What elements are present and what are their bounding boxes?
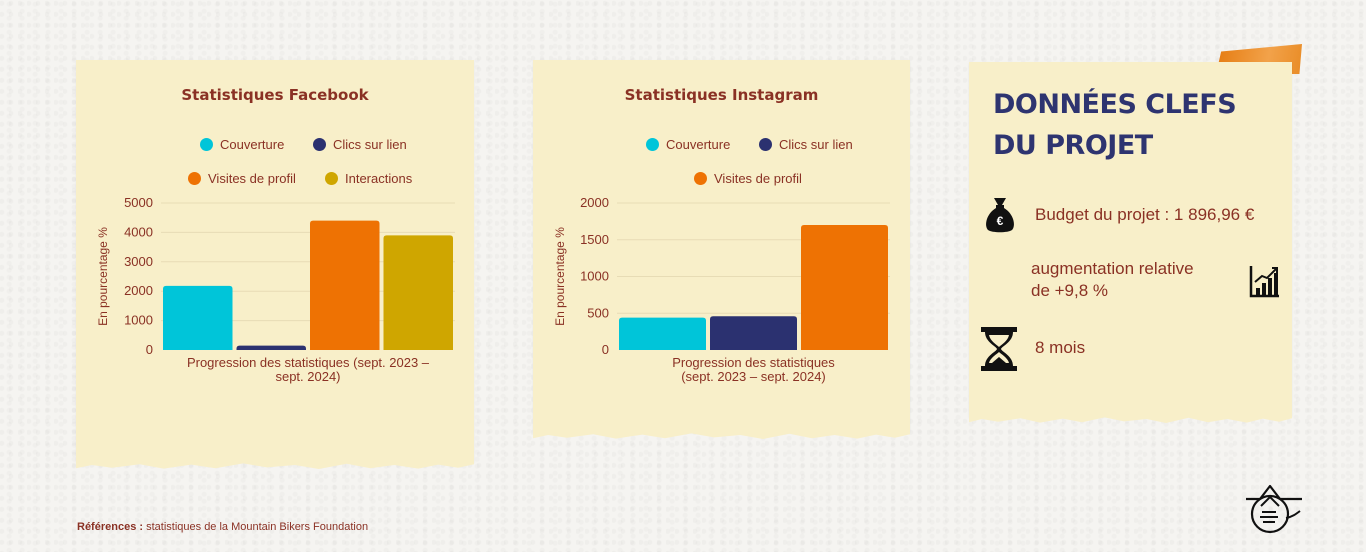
y-tick-label: 500 bbox=[587, 305, 609, 320]
legend-label: Visites de profil bbox=[714, 171, 802, 186]
legend-swatch bbox=[694, 172, 707, 185]
bar-interactions bbox=[383, 235, 453, 350]
mountain-logo-icon bbox=[1246, 484, 1302, 534]
legend-swatch bbox=[313, 138, 326, 151]
y-tick-label: 0 bbox=[602, 342, 609, 357]
legend-item: Visites de profil bbox=[694, 171, 802, 186]
bar-clics-sur-lien bbox=[710, 316, 797, 350]
key-facts-title-line2: DU PROJET bbox=[993, 130, 1153, 161]
legend-item: Interactions bbox=[325, 171, 412, 186]
references-text: statistiques de la Mountain Bikers Found… bbox=[146, 521, 369, 533]
y-axis-label: En pourcentage % bbox=[96, 227, 110, 326]
legend-label: Clics sur lien bbox=[779, 137, 853, 152]
chart-title: Statistiques Facebook bbox=[181, 86, 369, 104]
y-axis-label: En pourcentage % bbox=[553, 227, 567, 326]
legend-label: Visites de profil bbox=[208, 171, 296, 186]
legend-item: Couverture bbox=[646, 137, 730, 152]
y-tick-label: 2000 bbox=[124, 283, 153, 298]
y-tick-label: 0 bbox=[146, 342, 153, 357]
bar-clics-sur-lien bbox=[236, 345, 306, 350]
y-tick-label: 4000 bbox=[124, 224, 153, 239]
growth-chart-icon bbox=[1249, 266, 1279, 298]
legend-swatch bbox=[759, 138, 772, 151]
legend-swatch bbox=[325, 172, 338, 185]
legend-swatch bbox=[188, 172, 201, 185]
x-axis-label: (sept. 2023 – sept. 2024) bbox=[681, 369, 826, 384]
money-bag-euro-icon: € bbox=[986, 198, 1014, 233]
legend-item: Clics sur lien bbox=[759, 137, 853, 152]
increase-line1: augmentation relative bbox=[1031, 259, 1194, 278]
bar-couverture bbox=[163, 285, 233, 350]
key-facts-card: DONNÉES CLEFS DU PROJET € Budget du proj… bbox=[969, 62, 1292, 416]
legend-item: Clics sur lien bbox=[313, 137, 407, 152]
legend-swatch bbox=[200, 138, 213, 151]
facebook-stats-card: Statistiques Facebook Couverture Clics s… bbox=[76, 60, 474, 462]
y-tick-label: 1000 bbox=[580, 269, 609, 284]
budget-text: Budget du projet : 1 896,96 € bbox=[1035, 205, 1255, 224]
x-axis-label: sept. 2024) bbox=[275, 369, 340, 384]
bar-visites-de-profil bbox=[310, 220, 380, 350]
y-tick-label: 1000 bbox=[124, 313, 153, 328]
y-tick-label: 1500 bbox=[580, 232, 609, 247]
legend-label: Interactions bbox=[345, 171, 413, 186]
legend-label: Couverture bbox=[666, 137, 731, 152]
increase-line2: de +9,8 % bbox=[1031, 281, 1109, 300]
legend-label: Clics sur lien bbox=[333, 137, 407, 152]
legend-swatch bbox=[646, 138, 659, 151]
chart-title: Statistiques Instagram bbox=[624, 86, 819, 104]
bar-visites-de-profil bbox=[801, 225, 888, 350]
duration-text: 8 mois bbox=[1035, 338, 1086, 357]
instagram-stats-card: Statistiques Instagram Couverture Clics … bbox=[533, 60, 910, 432]
y-tick-label: 3000 bbox=[124, 254, 153, 269]
increase-text: augmentation relative de +9,8 % bbox=[1031, 258, 1194, 302]
y-tick-label: 5000 bbox=[124, 195, 153, 210]
references: Références : statistiques de la Mountain… bbox=[77, 521, 368, 533]
facebook-bar-chart: 0 1000 2000 3000 4000 5000 En pourcentage % Pro… bbox=[96, 195, 455, 384]
hourglass-icon bbox=[981, 327, 1017, 371]
legend-item: Visites de profil bbox=[188, 171, 296, 186]
legend-label: Couverture bbox=[220, 137, 285, 152]
bar-couverture bbox=[619, 317, 706, 350]
instagram-bar-chart: 0 500 1000 1500 2000 En pourcentage % Progress… bbox=[553, 195, 890, 384]
y-tick-label: 2000 bbox=[580, 195, 609, 210]
x-axis-label: Progression des statistiques bbox=[672, 355, 835, 370]
legend-item: Couverture bbox=[200, 137, 284, 152]
key-facts-title: DONNÉES CLEFS DU PROJET bbox=[993, 84, 1237, 166]
x-axis-label: Progression des statistiques (sept. 2023… bbox=[187, 355, 430, 370]
references-label: Références : bbox=[77, 521, 144, 533]
svg-text:€: € bbox=[997, 214, 1004, 228]
key-facts-title-line1: DONNÉES CLEFS bbox=[993, 89, 1237, 120]
